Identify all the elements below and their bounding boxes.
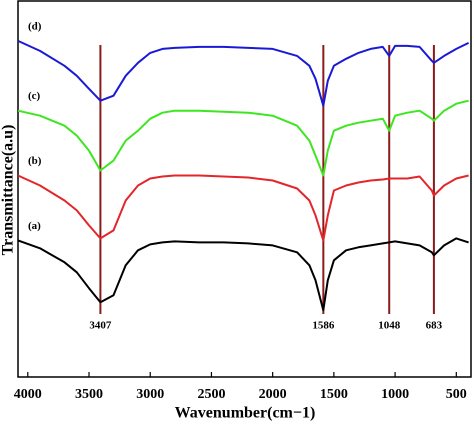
x-tick-label: 3500 bbox=[75, 387, 103, 402]
series-line bbox=[17, 39, 470, 107]
x-tick-label: 1500 bbox=[320, 387, 348, 402]
plot-frame bbox=[17, 0, 472, 378]
series-line bbox=[17, 237, 469, 312]
series-label: (d) bbox=[28, 20, 42, 32]
series-label: (c) bbox=[28, 90, 41, 102]
annotation-label: 1586 bbox=[312, 320, 335, 332]
annotation-label: 1048 bbox=[378, 320, 401, 332]
annotation-label: 3407 bbox=[89, 320, 112, 332]
x-tick-label: 2000 bbox=[259, 387, 287, 402]
x-axis-label: Wavenumber(cm−1) bbox=[175, 405, 316, 422]
series-label: (a) bbox=[28, 220, 41, 232]
x-tick-label: 3000 bbox=[136, 387, 164, 402]
x-tick-label: 4000 bbox=[14, 387, 42, 402]
annotation-label: 683 bbox=[426, 320, 443, 332]
series-label: (b) bbox=[28, 155, 42, 167]
y-axis-label: Transmittance(a.u) bbox=[0, 125, 17, 256]
x-tick-label: 2500 bbox=[197, 387, 225, 402]
x-tick-label: 500 bbox=[446, 387, 467, 402]
series-line bbox=[17, 174, 469, 242]
x-tick-label: 1000 bbox=[381, 387, 409, 402]
series-line bbox=[17, 99, 469, 177]
